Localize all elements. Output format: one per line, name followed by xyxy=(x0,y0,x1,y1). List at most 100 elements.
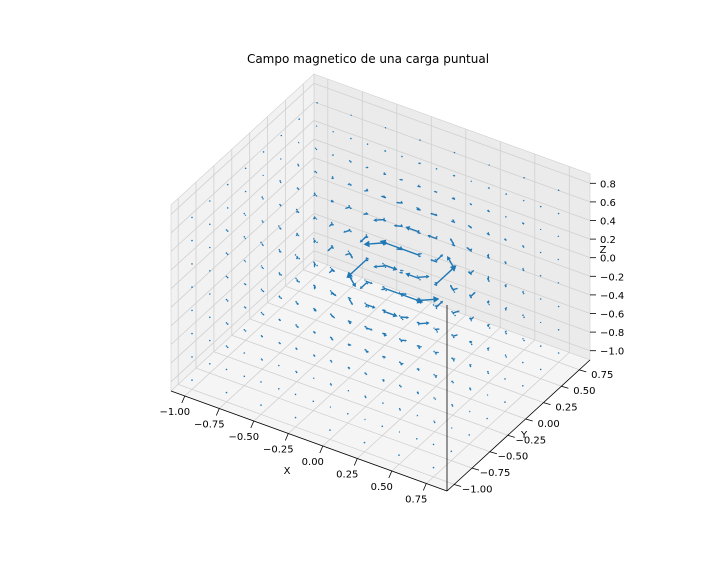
quiver-arrow xyxy=(452,334,459,337)
quiver-arrow-head xyxy=(439,254,444,258)
quiver-arrow xyxy=(260,265,263,267)
quiver-arrow-head xyxy=(435,259,437,260)
quiver-arrow xyxy=(418,230,420,232)
quiver-arrow xyxy=(348,159,351,162)
quiver-arrow xyxy=(298,281,301,283)
quiver-arrow xyxy=(315,148,318,151)
quiver-arrow xyxy=(487,300,490,304)
quiver-arrow xyxy=(416,321,420,324)
quiver-arrow xyxy=(349,161,352,163)
quiver-arrow-shaft xyxy=(470,270,474,274)
quiver-arrow-head xyxy=(331,290,332,292)
quiver-arrow-head xyxy=(395,248,398,251)
z-tick-label: −0.4 xyxy=(600,291,624,302)
quiver-arrow xyxy=(384,266,387,268)
quiver-arrow xyxy=(398,361,402,363)
quiver-arrow xyxy=(470,291,476,298)
quiver-arrow xyxy=(297,163,299,166)
quiver-arrow xyxy=(435,300,444,308)
quiver-arrow-head xyxy=(487,300,489,302)
quiver-arrow-head xyxy=(350,321,353,323)
quiver-arrow-shaft xyxy=(279,204,282,207)
quiver-arrow-shaft xyxy=(243,259,246,262)
quiver-arrow xyxy=(383,311,385,314)
quiver-arrow xyxy=(557,329,560,331)
quiver-arrow-head xyxy=(487,253,489,255)
quiver-arrow xyxy=(557,282,560,284)
quiver-arrow xyxy=(522,245,525,248)
quiver-arrow xyxy=(504,354,507,357)
quiver-arrow-shaft xyxy=(348,276,351,279)
quiver-arrow xyxy=(244,237,247,240)
quiver-arrow-shaft xyxy=(382,309,386,312)
quiver-arrow-head xyxy=(373,264,377,269)
quiver-arrow xyxy=(225,345,228,347)
quiver-arrow-head xyxy=(489,324,491,326)
quiver-arrow-head xyxy=(435,168,437,169)
quiver-arrow-shaft xyxy=(329,336,332,339)
quiver-arrow-head xyxy=(434,397,436,399)
quiver-arrow-head xyxy=(505,308,506,310)
quiver-arrow-head xyxy=(262,222,263,223)
gridline-z xyxy=(170,250,591,382)
quiver-arrow xyxy=(405,272,420,280)
quiver-arrow-shaft xyxy=(361,281,368,288)
quiver-arrow-shaft xyxy=(504,285,507,288)
y-axis-line xyxy=(446,359,591,492)
gridline-x xyxy=(391,154,536,472)
quiver-arrow-head xyxy=(400,408,401,409)
quiver-arrow-head xyxy=(400,338,401,340)
quiver-arrow xyxy=(393,224,403,228)
quiver-arrow-shaft xyxy=(244,237,247,240)
quiver-arrow xyxy=(504,401,506,403)
quiver-arrow-head xyxy=(417,275,419,277)
quiver-arrow-shaft xyxy=(522,245,525,248)
quiver-arrow xyxy=(364,396,367,399)
gridline-z xyxy=(170,175,591,308)
quiver-arrow xyxy=(296,256,299,260)
quiver-arrow-shaft xyxy=(470,180,473,183)
quiver-arrow-shaft xyxy=(314,263,317,266)
quiver-arrow xyxy=(312,307,317,311)
quiver-arrow-head xyxy=(262,245,263,246)
quiver-arrow-shaft xyxy=(522,269,525,272)
quiver-arrow xyxy=(347,250,350,253)
quiver-arrow xyxy=(244,330,247,332)
quiver-arrow-head xyxy=(315,195,317,197)
quiver-arrow-head xyxy=(315,309,317,311)
quiver-arrow-head xyxy=(296,211,297,213)
quiver-arrow xyxy=(316,264,318,267)
quiver-arrow-head xyxy=(296,258,297,260)
quiver-arrow-shaft xyxy=(467,247,473,252)
quiver-arrow xyxy=(226,207,229,209)
quiver-arrow-shaft xyxy=(383,287,418,302)
quiver-arrow xyxy=(296,280,299,283)
quiver-arrow xyxy=(363,441,366,444)
quiver-arrow-shaft xyxy=(453,174,456,177)
quiver-arrow-head xyxy=(349,184,350,186)
quiver-arrow xyxy=(416,438,418,440)
quiver-arrow xyxy=(382,286,385,288)
quiver-arrow xyxy=(380,195,385,198)
quiver-arrow-shaft xyxy=(452,358,455,361)
gridline-y xyxy=(231,149,508,436)
quiver-arrow-shaft xyxy=(417,208,421,211)
quiver-arrow xyxy=(295,371,298,374)
quiver-arrow xyxy=(504,378,506,380)
quiver-arrow-head xyxy=(350,297,352,300)
quiver-arrow-head xyxy=(366,374,368,375)
y-tick-mark xyxy=(561,385,569,389)
quiver-arrow-head xyxy=(439,300,444,304)
quiver-arrow xyxy=(557,258,560,261)
quiver-arrow-shaft xyxy=(470,292,475,298)
quiver-arrow xyxy=(383,357,385,359)
x-tick-mark xyxy=(250,420,255,429)
quiver-arrow-head xyxy=(435,398,437,400)
quiver-arrow-shaft xyxy=(346,252,351,256)
quiver-arrow-head xyxy=(331,154,333,156)
quiver-arrow-head xyxy=(382,196,384,198)
quiver-arrow xyxy=(313,240,317,243)
quiver-arrow xyxy=(451,405,454,407)
quiver-arrow-head xyxy=(506,330,507,332)
quiver-arrow-head xyxy=(453,382,455,383)
